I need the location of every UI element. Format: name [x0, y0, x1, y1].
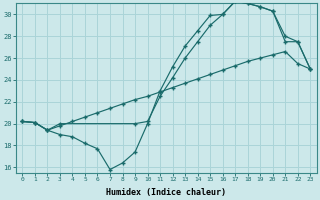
X-axis label: Humidex (Indice chaleur): Humidex (Indice chaleur): [106, 188, 226, 197]
